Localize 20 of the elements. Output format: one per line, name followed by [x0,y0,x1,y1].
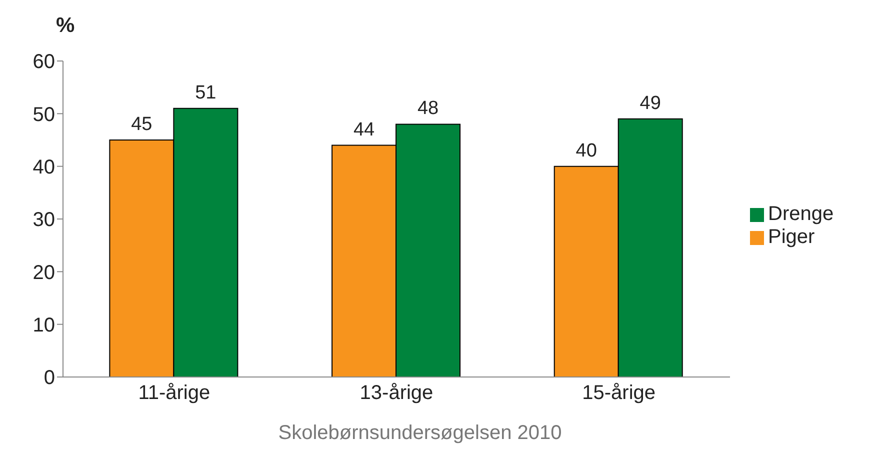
text: Skolebørnsundersøgelsen 2010 [277,422,563,445]
legend-label: Piger [768,226,815,248]
data-label: 40 [576,140,597,162]
y-tick-label: 0 [44,367,55,390]
y-tick-label: 20 [32,262,55,284]
data-label: 45 [131,114,152,135]
data-label: 48 [417,98,439,120]
y-tick-label: 10 [32,314,55,336]
y-tick-label: 50 [32,104,55,126]
y-tick-label: 30 [32,209,55,232]
data-label: 51 [195,82,216,104]
x-tick-label: 15-årige [582,382,656,404]
y-tick-label: 60 [32,51,55,74]
y-tick-label: 40 [32,156,55,178]
x-tick-label: 11-årige [138,382,210,404]
x-tick-label: 13-årige [360,382,434,404]
y-axis-title: % [56,14,75,38]
legend-label: Drenge [768,203,834,225]
data-label: 44 [353,119,376,140]
data-label: 49 [640,92,661,114]
